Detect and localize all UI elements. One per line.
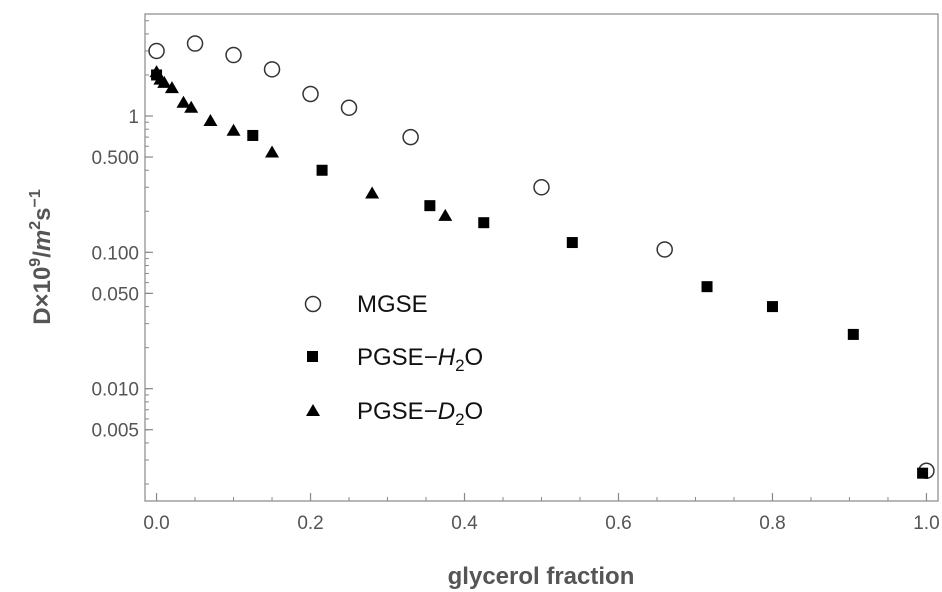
legend-label-pgse-h2o: PGSE−H2O bbox=[357, 344, 483, 375]
series-filled-triangle bbox=[149, 65, 453, 221]
y-tick-label: 0.005 bbox=[91, 421, 139, 442]
data-point bbox=[184, 100, 199, 113]
legend-entry-pgse-d2o: PGSE−D2O bbox=[306, 398, 483, 429]
y-axis-title-unit2: s bbox=[29, 208, 56, 221]
data-point bbox=[656, 241, 673, 258]
legend-entry-mgse: MGSE bbox=[304, 291, 428, 318]
plot-frame bbox=[144, 13, 939, 502]
data-point bbox=[164, 81, 179, 94]
axis-ticks: 0.0 0.2 0.4 0.6 0.8 1.0 0.005 0.010 0.050 0.100 0.… bbox=[91, 20, 940, 534]
y-axis-title-exp1: 9 bbox=[27, 258, 44, 267]
x-tick-label: 0.6 bbox=[605, 513, 631, 534]
legend-d2o-italic: D bbox=[438, 398, 455, 425]
data-point bbox=[176, 95, 191, 108]
legend-d2o-sub: 2 bbox=[455, 410, 464, 429]
legend: MGSE PGSE−H2O PGSE−D2O bbox=[304, 291, 483, 429]
x-tick-label: 1.0 bbox=[913, 513, 939, 534]
x-tick-label: 0.2 bbox=[297, 513, 323, 534]
legend-h2o-italic: H bbox=[438, 344, 456, 371]
legend-triangle-icon bbox=[306, 404, 320, 416]
data-point bbox=[766, 301, 778, 313]
y-axis-title-exp3: −1 bbox=[27, 189, 44, 207]
data-point bbox=[478, 217, 490, 229]
legend-square-icon bbox=[307, 351, 318, 362]
data-point bbox=[402, 128, 419, 146]
data-point bbox=[157, 75, 172, 88]
y-axis-title-unit1: m bbox=[29, 230, 56, 251]
data-point bbox=[265, 145, 280, 158]
y-tick-label: 1 bbox=[128, 107, 139, 128]
data-point bbox=[847, 328, 859, 340]
data-point bbox=[186, 35, 204, 52]
legend-d2o-prefix: PGSE− bbox=[357, 398, 438, 425]
data-point bbox=[365, 186, 380, 199]
legend-h2o-sub: 2 bbox=[455, 356, 464, 375]
data-point bbox=[917, 467, 929, 479]
data-point bbox=[701, 281, 713, 293]
x-tick-label: 0.8 bbox=[759, 513, 785, 534]
legend-h2o-suffix: O bbox=[465, 344, 484, 371]
legend-label-mgse: MGSE bbox=[357, 291, 428, 318]
legend-circle-icon bbox=[304, 295, 322, 313]
data-point bbox=[203, 113, 218, 126]
data-point bbox=[340, 99, 358, 116]
series-filled-square bbox=[151, 69, 929, 479]
data-point bbox=[247, 129, 259, 141]
data-point bbox=[148, 42, 165, 60]
y-axis-title-exp2: 2 bbox=[27, 221, 44, 230]
x-tick-label: 0.0 bbox=[143, 513, 169, 534]
y-axis-title-slash: / bbox=[29, 251, 56, 258]
data-point bbox=[225, 46, 242, 64]
data-point bbox=[226, 123, 241, 136]
data-point bbox=[302, 85, 319, 103]
x-axis-title: glycerol fraction bbox=[448, 563, 635, 590]
legend-label-pgse-d2o: PGSE−D2O bbox=[357, 398, 483, 429]
y-tick-label: 0.100 bbox=[91, 243, 139, 264]
y-axis-title-prefix: D×10 bbox=[29, 267, 56, 325]
y-tick-label: 0.500 bbox=[91, 148, 139, 169]
data-point bbox=[438, 208, 453, 221]
data-point bbox=[424, 200, 436, 212]
data-point bbox=[263, 61, 281, 78]
data-marks bbox=[148, 35, 935, 480]
series-open-circle bbox=[148, 35, 935, 480]
legend-h2o-prefix: PGSE− bbox=[357, 344, 438, 371]
y-tick-label: 0.010 bbox=[91, 380, 139, 401]
data-point bbox=[316, 164, 328, 176]
legend-d2o-suffix: O bbox=[465, 398, 484, 425]
data-point bbox=[566, 237, 578, 249]
y-axis-title: D×109/m2s−1 bbox=[27, 189, 56, 325]
data-point bbox=[533, 179, 550, 196]
x-tick-label: 0.4 bbox=[451, 513, 478, 534]
legend-entry-pgse-h2o: PGSE−H2O bbox=[307, 344, 483, 375]
y-tick-label: 0.050 bbox=[91, 284, 139, 305]
legend-mgse-prefix: MGSE bbox=[357, 291, 428, 318]
